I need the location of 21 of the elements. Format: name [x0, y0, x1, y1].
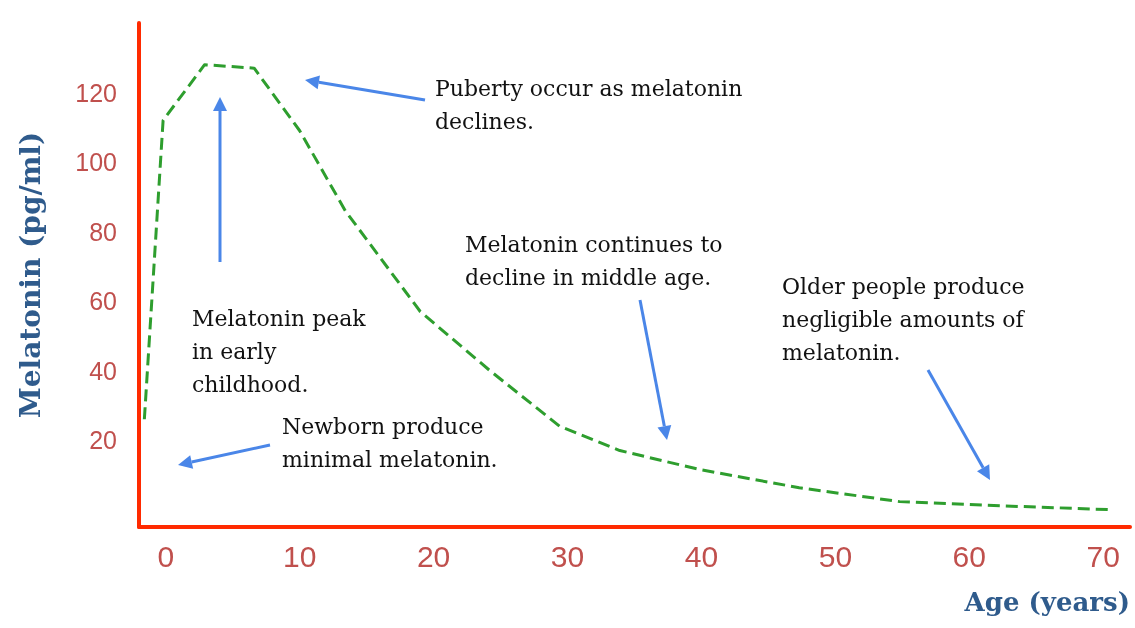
x-tick-label: 20 [416, 539, 451, 573]
annotation: Puberty occur as melatonin declines. [435, 76, 750, 134]
y-axis-title: Melatonin (pg/ml) [13, 131, 47, 419]
x-tick-label: 60 [952, 539, 986, 573]
annotation: Newborn produce minimal melatonin. [282, 414, 498, 472]
x-tick-label: 10 [283, 539, 317, 573]
y-tick-label: 100 [75, 148, 117, 177]
x-tick-label: 0 [157, 539, 175, 573]
annotation: Melatonin peak in early childhood. [192, 306, 373, 397]
x-tick-label: 70 [1086, 539, 1120, 573]
y-tick-label: 80 [89, 217, 117, 246]
y-tick-label: 20 [89, 426, 117, 455]
annotation: Older people produce negligible amounts of melatonin. [782, 274, 1032, 365]
y-tick-label: 120 [75, 78, 117, 107]
x-tick-label: 30 [550, 539, 585, 573]
x-tick-label: 40 [684, 539, 719, 573]
y-tick-label: 60 [89, 287, 117, 316]
x-tick-label: 50 [818, 539, 853, 573]
annotation: Melatonin continues to decline in middle age. [465, 232, 730, 290]
y-tick-label: 40 [89, 356, 117, 385]
x-axis-title: Age (years) [963, 587, 1130, 617]
